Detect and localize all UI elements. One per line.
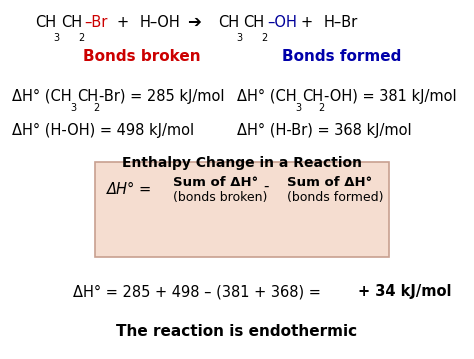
- Text: CH: CH: [302, 89, 323, 103]
- Text: Sum of ΔH°: Sum of ΔH°: [287, 176, 372, 189]
- FancyBboxPatch shape: [95, 162, 389, 257]
- Text: -Br) = 285 kJ/mol: -Br) = 285 kJ/mol: [99, 89, 224, 103]
- Text: Bonds formed: Bonds formed: [282, 49, 401, 64]
- Text: +: +: [116, 15, 128, 30]
- Text: ΔH° (H-Br) = 368 kJ/mol: ΔH° (H-Br) = 368 kJ/mol: [237, 123, 411, 137]
- Text: H–Br: H–Br: [323, 15, 357, 30]
- Text: 2: 2: [79, 33, 85, 43]
- Text: 3: 3: [295, 103, 301, 113]
- Text: CH: CH: [243, 15, 264, 30]
- Text: ΔH° = 285 + 498 – (381 + 368) =: ΔH° = 285 + 498 – (381 + 368) =: [73, 284, 326, 299]
- Text: H–OH: H–OH: [139, 15, 180, 30]
- Text: 3: 3: [236, 33, 242, 43]
- Text: CH: CH: [36, 15, 57, 30]
- Text: ΔH° (H-OH) = 498 kJ/mol: ΔH° (H-OH) = 498 kJ/mol: [12, 123, 194, 137]
- Text: CH: CH: [77, 89, 98, 103]
- Text: –OH: –OH: [267, 15, 297, 30]
- Text: -OH) = 381 kJ/mol: -OH) = 381 kJ/mol: [324, 89, 456, 103]
- Text: -: -: [263, 179, 269, 194]
- Text: –Br: –Br: [84, 15, 108, 30]
- Text: Bonds broken: Bonds broken: [83, 49, 201, 64]
- Text: (bonds formed): (bonds formed): [287, 191, 383, 204]
- Text: The reaction is endothermic: The reaction is endothermic: [117, 324, 357, 339]
- Text: ΔH° (CH: ΔH° (CH: [12, 89, 72, 103]
- Text: 3: 3: [70, 103, 76, 113]
- Text: ΔH° =: ΔH° =: [107, 182, 152, 197]
- Text: CH: CH: [61, 15, 82, 30]
- Text: Sum of ΔH°: Sum of ΔH°: [173, 176, 258, 189]
- Text: 2: 2: [261, 33, 267, 43]
- Text: + 34 kJ/mol: + 34 kJ/mol: [358, 284, 451, 299]
- Text: CH: CH: [218, 15, 239, 30]
- Text: 2: 2: [93, 103, 100, 113]
- Text: ➔: ➔: [187, 13, 201, 31]
- Text: 2: 2: [319, 103, 325, 113]
- Text: Enthalpy Change in a Reaction: Enthalpy Change in a Reaction: [122, 156, 362, 170]
- Text: 3: 3: [54, 33, 60, 43]
- Text: +: +: [301, 15, 313, 30]
- Text: ΔH° (CH: ΔH° (CH: [237, 89, 297, 103]
- Text: (bonds broken): (bonds broken): [173, 191, 267, 204]
